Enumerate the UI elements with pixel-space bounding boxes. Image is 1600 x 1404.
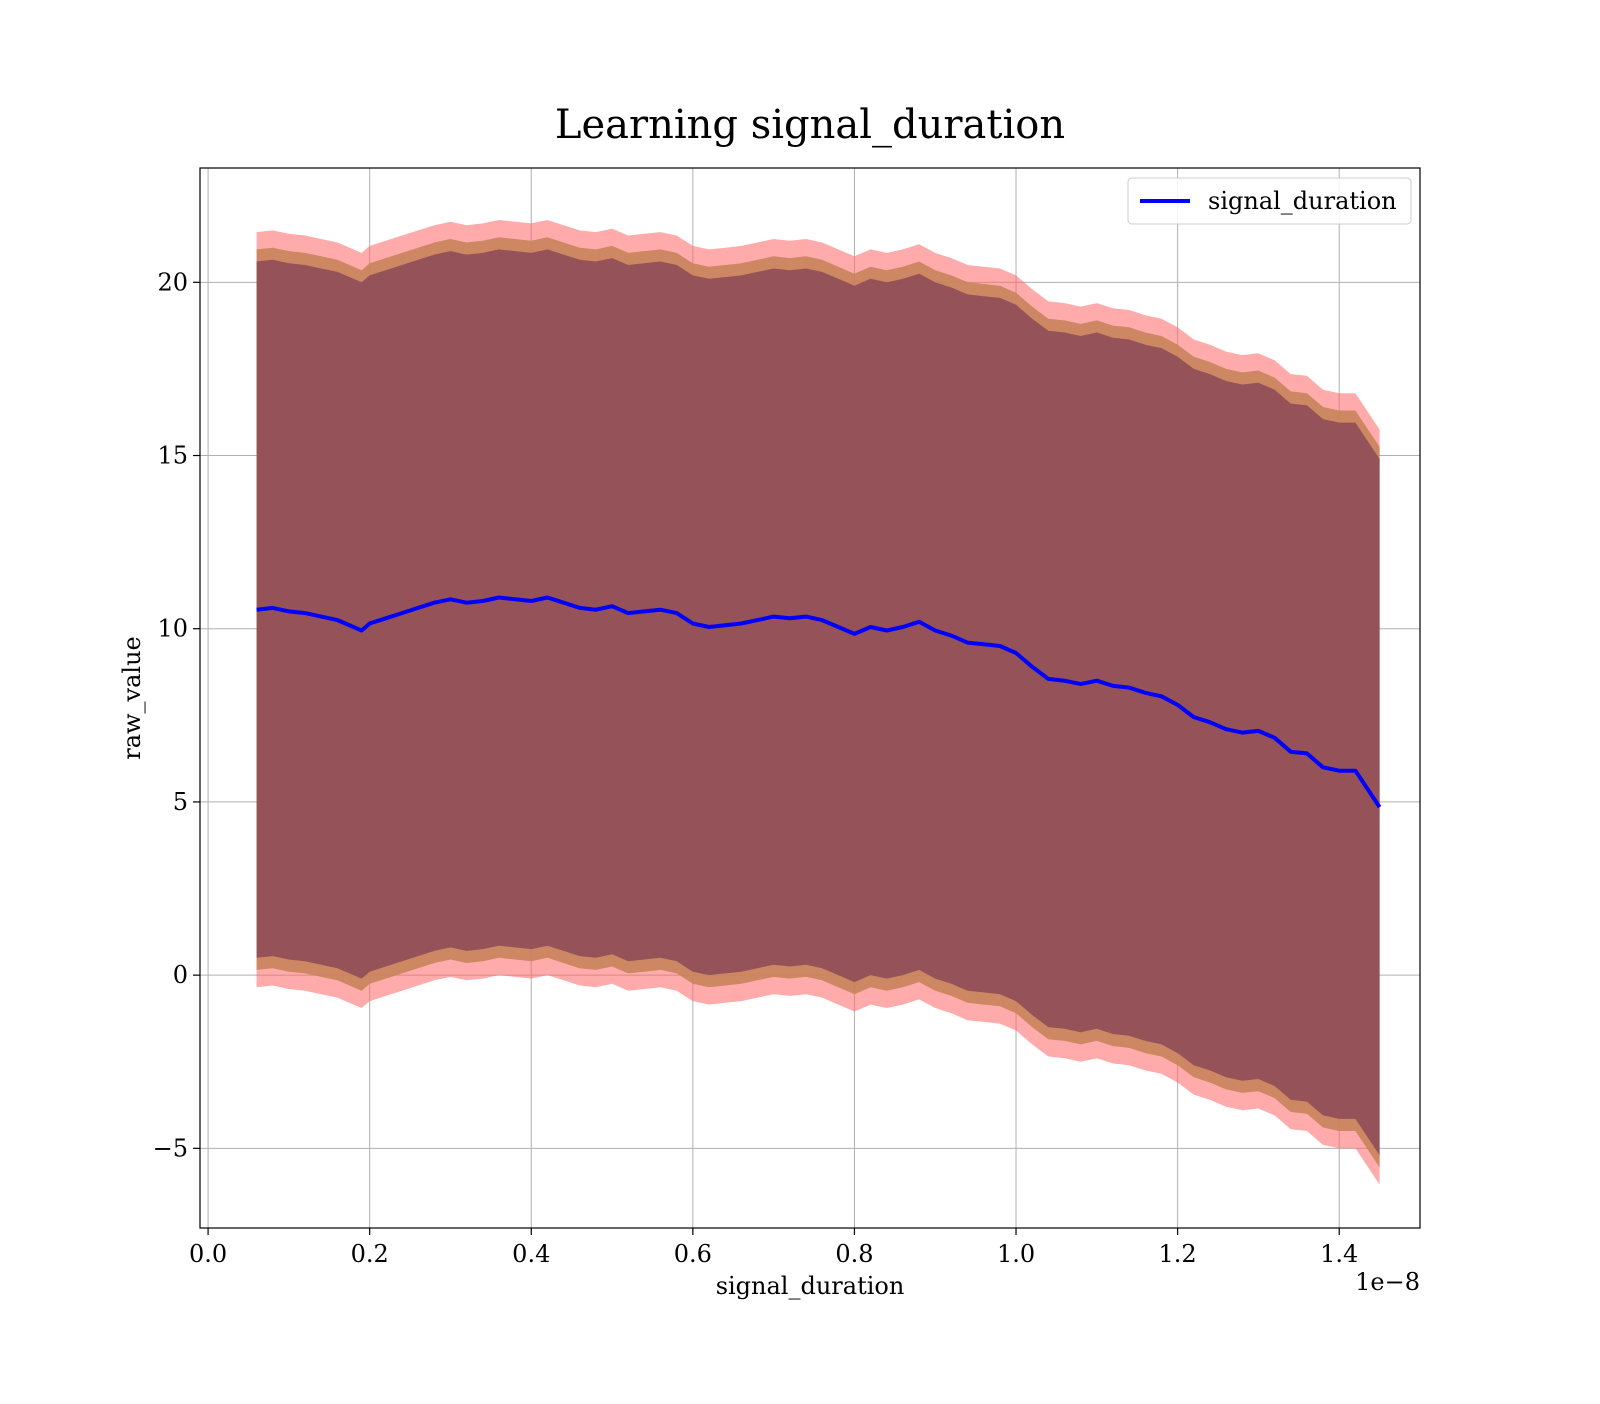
confidence-band-inner — [256, 249, 1380, 1156]
tick-layer: 0.0 0.2 0.4 0.6 0.8 1.0 1.2 1.4 −5 0 5 10 15 20 — [153, 268, 1359, 1268]
y-tick-label: 15 — [157, 442, 188, 470]
x-offset-label: 1e−8 — [1355, 1268, 1420, 1296]
y-tick-label: 20 — [157, 268, 188, 296]
x-tick-label: 0.2 — [351, 1240, 389, 1268]
x-tick-label: 0.8 — [835, 1240, 873, 1268]
legend: signal_duration — [1127, 177, 1412, 225]
line-layer — [256, 595, 1382, 809]
x-tick-label: 0.6 — [674, 1240, 712, 1268]
x-tick-label: 0.4 — [512, 1240, 550, 1268]
y-tick-label: 0 — [173, 961, 188, 989]
y-axis-label: raw_value — [118, 636, 146, 760]
x-tick-label: 1.2 — [1159, 1240, 1197, 1268]
series-line-signal-duration — [256, 595, 1382, 809]
x-tick-label: 0.0 — [189, 1240, 227, 1268]
band-layer — [256, 220, 1380, 1185]
plot-frame — [199, 167, 1421, 1229]
legend-box — [1127, 177, 1412, 225]
x-tick-label: 1.4 — [1320, 1240, 1358, 1268]
chart-title: Learning signal_duration — [554, 102, 1066, 148]
y-tick-label: 10 — [157, 615, 188, 643]
x-axis-label: signal_duration — [716, 1272, 905, 1300]
y-tick-label: −5 — [153, 1134, 188, 1162]
y-tick-label: 5 — [173, 788, 188, 816]
x-tick-label: 1.0 — [997, 1240, 1035, 1268]
legend-label: signal_duration — [1208, 187, 1397, 215]
